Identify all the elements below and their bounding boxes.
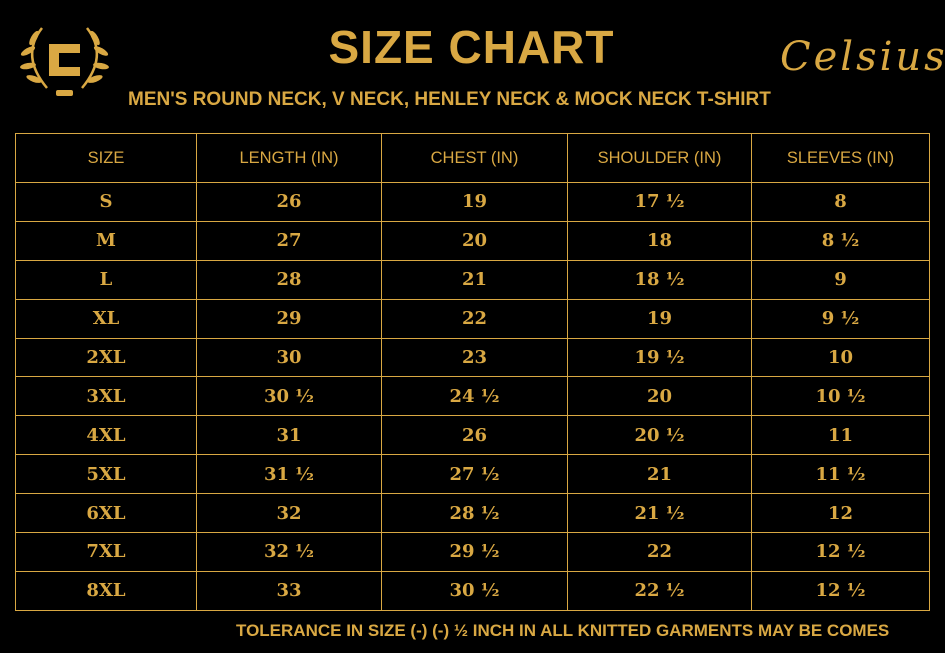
table-cell: 17 ½ [567, 182, 752, 222]
table-cell: 18 [567, 220, 752, 261]
table-cell: 8 ½ [751, 220, 930, 261]
table-row: 6XL 32 28 ½ 21 ½ 12 [15, 493, 930, 534]
table-cell: 11 ½ [751, 454, 930, 495]
table-cell: 21 ½ [567, 493, 752, 534]
size-chart-table: SIZE LENGTH (IN) CHEST (IN) SHOULDER (IN) SL… [15, 133, 930, 611]
table-cell: M [15, 220, 197, 261]
table-cell: 30 [196, 337, 382, 378]
table-cell: L [15, 259, 197, 300]
table-cell: XL [15, 298, 197, 339]
page-title: SIZE CHART [328, 21, 615, 73]
laurel-c-logo [20, 27, 109, 96]
table-cell: 28 ½ [381, 493, 568, 534]
table-row: XL 29 22 19 9 ½ [15, 298, 930, 339]
table-cell: 20 [567, 376, 752, 417]
table-cell: S [15, 182, 197, 222]
table-cell: 10 ½ [751, 376, 930, 417]
table-cell: 20 [381, 220, 568, 261]
table-cell: 11 [751, 415, 930, 456]
column-header: SHOULDER (IN) [567, 133, 752, 183]
table-cell: 29 [196, 298, 382, 339]
table-cell: 12 ½ [751, 570, 930, 611]
column-header: CHEST (IN) [381, 133, 568, 183]
table-cell: 30 ½ [381, 570, 568, 611]
table-cell: 28 [196, 259, 382, 300]
table-cell: 6XL [15, 493, 197, 534]
table-cell: 18 ½ [567, 259, 752, 300]
table-cell: 30 ½ [196, 376, 382, 417]
table-cell: 31 ½ [196, 454, 382, 495]
table-cell: 19 ½ [567, 337, 752, 378]
table-cell: 31 [196, 415, 382, 456]
table-row: 7XL 32 ½ 29 ½ 22 12 ½ [15, 532, 930, 572]
table-cell: 12 ½ [751, 532, 930, 572]
table-row: 3XL 30 ½ 24 ½ 20 10 ½ [15, 376, 930, 417]
table-cell: 27 [196, 220, 382, 261]
table-cell: 21 [567, 454, 752, 495]
column-header: SLEEVES (IN) [751, 133, 930, 183]
table-cell: 33 [196, 570, 382, 611]
tolerance-note: TOLERANCE IN SIZE (-) (-) ½ INCH IN ALL … [236, 621, 890, 640]
table-cell: 21 [381, 259, 568, 300]
table-cell: 32 [196, 493, 382, 534]
table-cell: 22 [381, 298, 568, 339]
table-cell: 29 ½ [381, 532, 568, 572]
table-cell: 12 [751, 493, 930, 534]
brand-logo-text: Celsius [780, 34, 945, 80]
table-cell: 22 [567, 532, 752, 572]
table-cell: 7XL [15, 532, 197, 572]
table-cell: 4XL [15, 415, 197, 456]
table-cell: 19 [567, 298, 752, 339]
table-row: 8XL 33 30 ½ 22 ½ 12 ½ [15, 570, 930, 611]
table-row: 2XL 30 23 19 ½ 10 [15, 337, 930, 378]
table-header-row: SIZE LENGTH (IN) CHEST (IN) SHOULDER (IN) SL… [15, 133, 930, 183]
table-row: 5XL 31 ½ 27 ½ 21 11 ½ [15, 454, 930, 495]
table-row: 4XL 31 26 20 ½ 11 [15, 415, 930, 456]
table-cell: 8XL [15, 570, 197, 611]
page-subtitle: MEN'S ROUND NECK, V NECK, HENLEY NECK & … [128, 89, 771, 110]
table-cell: 5XL [15, 454, 197, 495]
table-cell: 9 ½ [751, 298, 930, 339]
table-cell: 2XL [15, 337, 197, 378]
table-row: M 27 20 18 8 ½ [15, 220, 930, 261]
table-cell: 26 [381, 415, 568, 456]
table-cell: 22 ½ [567, 570, 752, 611]
table-cell: 9 [751, 259, 930, 300]
table-cell: 27 ½ [381, 454, 568, 495]
column-header: SIZE [15, 133, 197, 183]
table-cell: 23 [381, 337, 568, 378]
table-cell: 10 [751, 337, 930, 378]
table-cell: 26 [196, 182, 382, 222]
table-cell: 20 ½ [567, 415, 752, 456]
table-cell: 32 ½ [196, 532, 382, 572]
table-cell: 8 [751, 182, 930, 222]
table-cell: 3XL [15, 376, 197, 417]
column-header: LENGTH (IN) [196, 133, 382, 183]
table-cell: 24 ½ [381, 376, 568, 417]
table-cell: 19 [381, 182, 568, 222]
